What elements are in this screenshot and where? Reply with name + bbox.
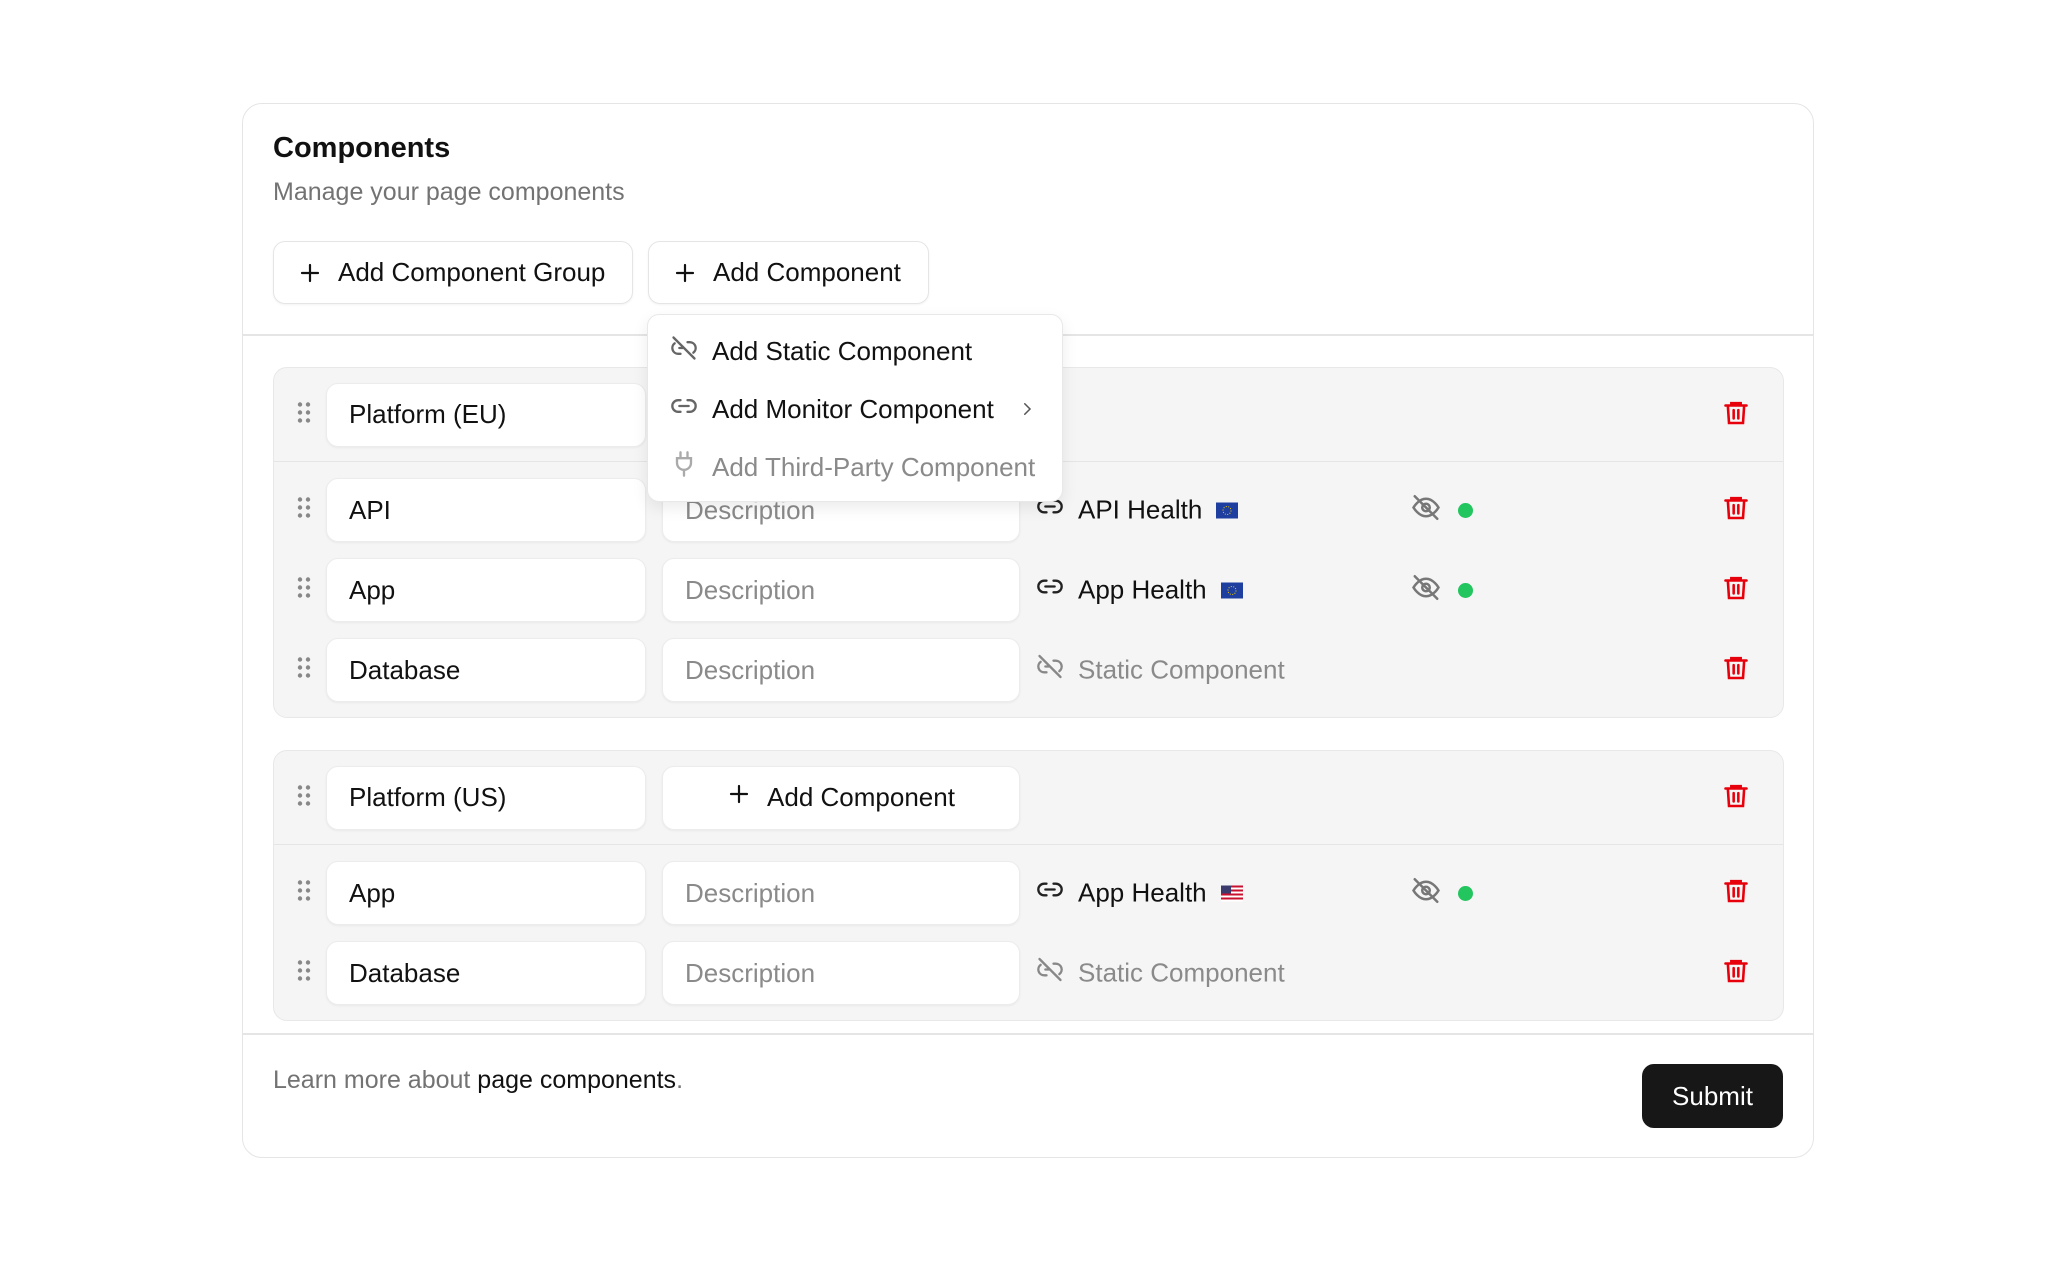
unlink-icon — [1036, 653, 1064, 688]
eye-off-icon[interactable] — [1411, 573, 1441, 608]
component-row: App Description App Health — [274, 853, 1783, 933]
monitor-link[interactable]: App Health — [1036, 573, 1243, 608]
component-row: Database Description Static Component — [274, 933, 1783, 1013]
delete-group-icon[interactable] — [1722, 781, 1750, 814]
status-dot — [1458, 502, 1473, 518]
add-component-dropdown: Add Static Component Add Monitor Compone… — [647, 314, 1063, 502]
eye-off-icon[interactable] — [1411, 876, 1441, 911]
drag-handle-icon[interactable] — [296, 400, 312, 429]
component-name-input[interactable]: App — [326, 558, 646, 622]
component-name-input[interactable]: App — [326, 861, 646, 925]
delete-component-icon[interactable] — [1722, 957, 1750, 990]
menu-item-add-static[interactable]: Add Static Component — [648, 323, 1062, 379]
group-name-input[interactable]: Platform (US) — [326, 765, 646, 830]
link-icon — [1036, 876, 1064, 911]
add-component-group-label: Add Component Group — [338, 257, 606, 287]
components-card: Components Manage your page components A… — [242, 103, 1814, 1158]
delete-component-icon[interactable] — [1722, 494, 1750, 527]
page-title: Components — [273, 132, 451, 164]
us-flag-icon — [1220, 878, 1243, 909]
monitor-name: App Health — [1078, 574, 1207, 605]
eye-off-icon[interactable] — [1411, 493, 1441, 528]
status-dot — [1458, 885, 1473, 901]
drag-handle-icon[interactable] — [296, 959, 312, 988]
menu-item-add-third-party: Add Third-Party Component — [648, 439, 1062, 495]
static-label: Static Component — [1078, 654, 1285, 685]
status-dot — [1458, 582, 1473, 598]
component-name-input[interactable]: Database — [326, 638, 646, 702]
monitor-name: App Health — [1078, 877, 1207, 908]
component-row: Database Description Static Component — [274, 630, 1783, 710]
menu-item-label: Add Monitor Component — [712, 393, 994, 424]
component-description-input[interactable]: Description — [662, 941, 1020, 1005]
add-component-label: Add Component — [767, 782, 955, 812]
add-component-button[interactable]: Add Component — [648, 241, 929, 304]
drag-handle-icon[interactable] — [296, 656, 312, 685]
delete-group-icon[interactable] — [1722, 398, 1750, 431]
menu-item-label: Add Static Component — [712, 335, 973, 366]
group-header: Platform (EU) — [274, 368, 1783, 462]
plug-icon — [670, 450, 698, 485]
static-component-label: Static Component — [1036, 653, 1285, 688]
submit-button[interactable]: Submit — [1642, 1064, 1783, 1128]
plus-icon — [675, 263, 695, 282]
unlink-icon — [1036, 956, 1064, 991]
group-name-input[interactable]: Platform (EU) — [326, 382, 646, 447]
monitor-link[interactable]: API Health — [1036, 493, 1239, 528]
eu-flag-icon — [1216, 495, 1239, 526]
add-component-group-button[interactable]: Add Component Group — [273, 241, 633, 304]
drag-handle-icon[interactable] — [296, 576, 312, 605]
component-group: Platform (US) Add Component App Descripti… — [273, 750, 1784, 1021]
component-description-input[interactable]: Description — [662, 861, 1020, 925]
unlink-icon — [670, 334, 698, 369]
eu-flag-icon — [1220, 575, 1243, 606]
plus-icon — [727, 782, 751, 813]
delete-component-icon[interactable] — [1722, 877, 1750, 910]
footer-divider — [243, 1033, 1813, 1035]
static-component-label: Static Component — [1036, 956, 1285, 991]
monitor-name: API Health — [1078, 494, 1203, 525]
plus-icon — [300, 263, 320, 282]
add-component-label: Add Component — [713, 257, 901, 287]
component-name-input[interactable]: Database — [326, 941, 646, 1005]
group-add-component-button[interactable]: Add Component — [662, 765, 1020, 830]
link-icon — [670, 392, 698, 427]
component-group: Platform (EU) API Description API Health … — [273, 367, 1784, 718]
chevron-right-icon — [1023, 403, 1031, 415]
footer-text: Learn more about page components. — [273, 1066, 683, 1095]
footer-suffix: . — [676, 1066, 684, 1094]
menu-item-add-monitor[interactable]: Add Monitor Component — [648, 381, 1062, 437]
drag-handle-icon[interactable] — [296, 783, 312, 812]
component-description-input[interactable]: Description — [662, 638, 1020, 702]
delete-component-icon[interactable] — [1722, 574, 1750, 607]
footer-prefix: Learn more about — [273, 1066, 478, 1094]
drag-handle-icon[interactable] — [296, 496, 312, 525]
static-label: Static Component — [1078, 957, 1285, 988]
drag-handle-icon[interactable] — [296, 879, 312, 908]
link-icon — [1036, 573, 1064, 608]
monitor-link[interactable]: App Health — [1036, 876, 1243, 911]
component-description-input[interactable]: Description — [662, 558, 1020, 622]
menu-item-label: Add Third-Party Component — [712, 451, 1036, 482]
group-header: Platform (US) Add Component — [274, 751, 1783, 845]
delete-component-icon[interactable] — [1722, 654, 1750, 687]
page-subtitle: Manage your page components — [273, 178, 625, 206]
component-name-input[interactable]: API — [326, 478, 646, 542]
page-components-link[interactable]: page components — [477, 1066, 677, 1094]
component-row: App Description App Health — [274, 550, 1783, 630]
